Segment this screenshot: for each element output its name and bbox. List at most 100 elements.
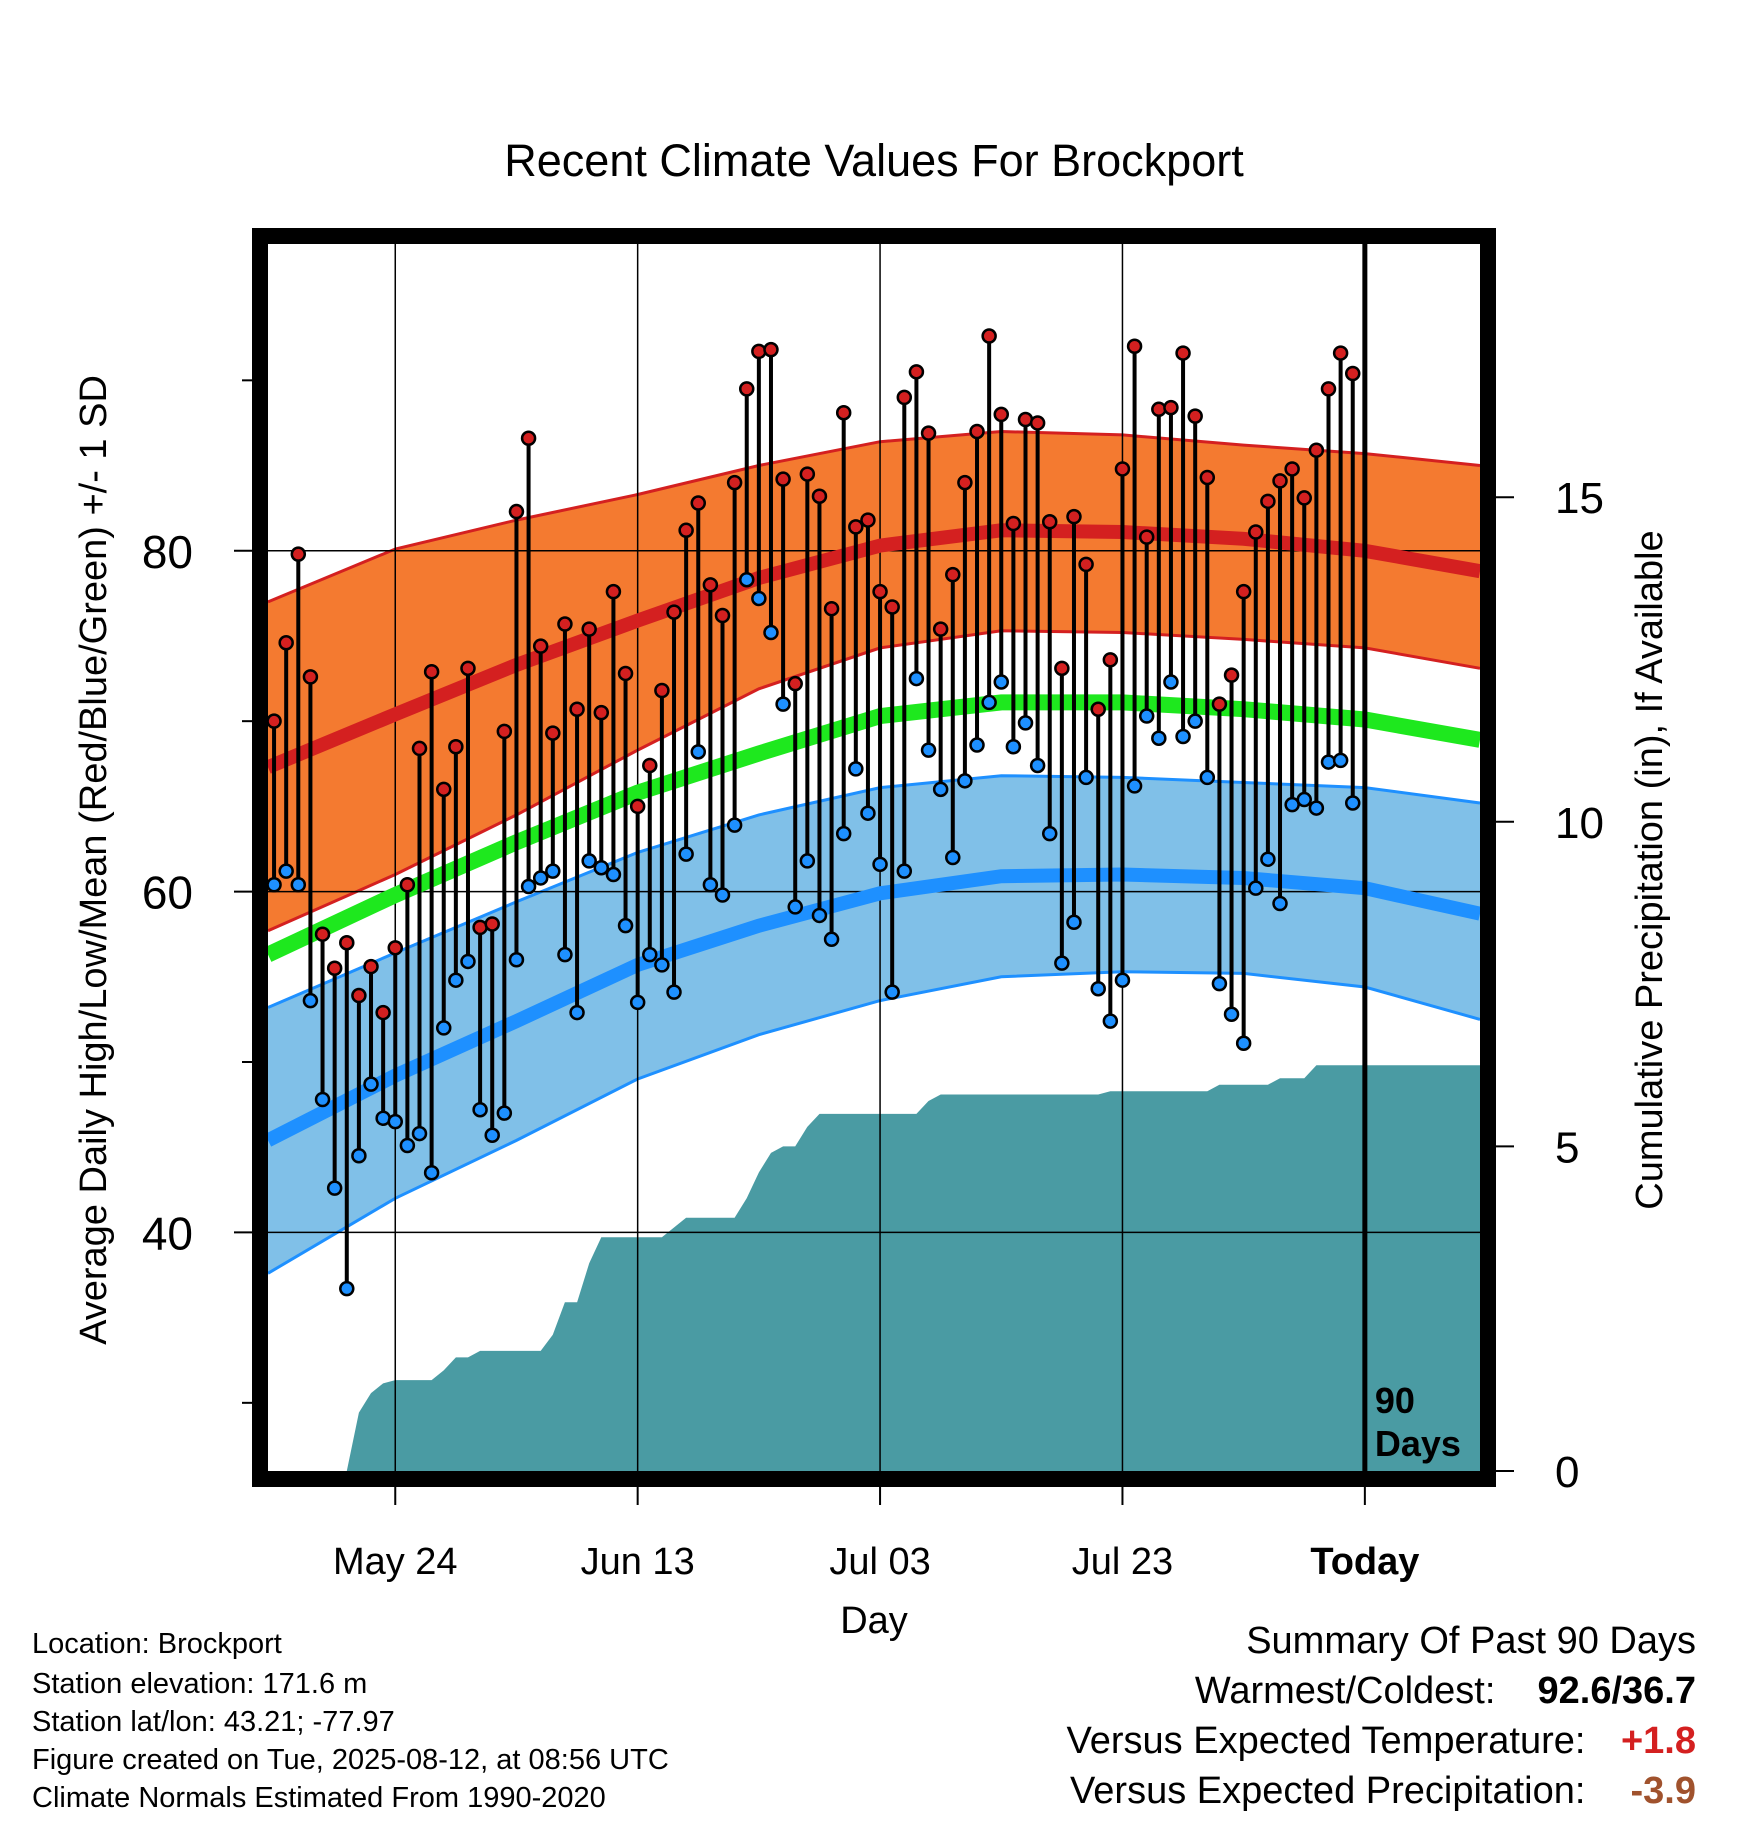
daily-high-point — [702, 577, 719, 593]
daily-high-point — [738, 381, 755, 397]
warm-cold-label: Warmest/Coldest: — [1194, 1670, 1496, 1712]
daily-high-point — [666, 604, 682, 620]
daily-high-point — [1284, 461, 1300, 477]
daily-low-point — [1211, 975, 1228, 992]
daily-low-point — [1248, 880, 1264, 896]
y-tick-label: 40 — [142, 1207, 193, 1259]
high-sd-band — [268, 431, 1480, 931]
daily-high-point — [726, 474, 743, 491]
daily-high-point — [435, 781, 452, 798]
daily-low-point — [1041, 825, 1058, 842]
daily-high-point — [593, 704, 610, 721]
daily-high-point — [654, 682, 670, 699]
daily-low-point — [1187, 713, 1203, 729]
daily-low-point — [363, 1076, 379, 1092]
info-normals: Climate Normals Estimated From 1990-2020 — [32, 1782, 606, 1814]
info-created: Figure created on Tue, 2025-08-12, at 08… — [32, 1744, 669, 1776]
y2-tick-label: 5 — [1555, 1123, 1579, 1172]
daily-high-point — [908, 364, 925, 380]
x-tick-label: Today — [1310, 1541, 1419, 1583]
daily-high-point — [1175, 345, 1191, 361]
daily-low-point — [1090, 980, 1106, 997]
daily-high-point — [1066, 508, 1082, 525]
daily-low-point — [1235, 1035, 1252, 1052]
daily-low-point — [460, 953, 476, 970]
x-tick-label: May 24 — [333, 1541, 458, 1583]
daily-low-point — [981, 694, 997, 711]
daily-high-point — [617, 665, 634, 682]
daily-high-point — [508, 503, 525, 520]
daily-low-point — [932, 781, 949, 798]
daily-low-point — [1005, 738, 1022, 755]
daily-low-point — [266, 877, 282, 893]
daily-low-point — [860, 805, 876, 821]
daily-high-point — [520, 430, 537, 447]
summary-warm-cold: Warmest/Coldest: 92.6/36.7 — [1195, 1670, 1696, 1713]
info-latlon: Station lat/lon: 43.21; -77.97 — [32, 1706, 395, 1738]
daily-high-point — [969, 423, 985, 440]
daily-low-point — [302, 992, 319, 1009]
daily-high-point — [1126, 338, 1143, 354]
daily-low-point — [411, 1125, 428, 1142]
daily-high-point — [932, 621, 949, 637]
daily-low-point — [666, 984, 682, 1000]
y2-tick-label: 15 — [1555, 474, 1604, 523]
daily-low-point — [1308, 800, 1325, 816]
daily-high-point — [787, 675, 803, 692]
x-tick-label: Jul 23 — [1072, 1541, 1173, 1583]
daily-high-point — [799, 466, 816, 482]
daily-low-point — [993, 674, 1010, 690]
daily-low-point — [1260, 851, 1276, 867]
warm-cold-value: 92.6/36.7 — [1537, 1670, 1696, 1712]
daily-high-point — [460, 660, 476, 677]
daily-high-point — [678, 522, 694, 539]
daily-high-point — [1332, 345, 1349, 361]
daily-low-point — [775, 696, 791, 712]
daily-low-point — [1126, 778, 1143, 794]
y-axis-label: Average Daily High/Low/Mean (Red/Blue/Gr… — [73, 375, 115, 1345]
daily-low-point — [763, 624, 779, 641]
daily-low-point — [1114, 972, 1131, 988]
daily-low-point — [799, 853, 816, 869]
daily-high-point — [1320, 381, 1337, 397]
summary-temp: Versus Expected Temperature: +1.8 — [1067, 1720, 1696, 1763]
daily-high-point — [387, 940, 404, 956]
daily-high-point — [1029, 415, 1046, 431]
daily-high-point — [763, 341, 779, 358]
x-tick-label: Jul 03 — [829, 1541, 930, 1583]
daily-high-point — [1296, 490, 1313, 506]
daily-low-point — [1163, 674, 1179, 690]
daily-high-point — [896, 389, 913, 406]
daily-high-point — [339, 934, 355, 951]
daily-high-point — [1005, 515, 1022, 532]
daily-high-point — [981, 328, 997, 344]
temp-diff-label: Versus Expected Temperature: — [1066, 1720, 1586, 1762]
daily-high-point — [920, 425, 937, 441]
daily-low-point — [945, 849, 961, 866]
daily-high-point — [545, 725, 561, 741]
daily-high-point — [423, 663, 440, 680]
daily-low-point — [787, 899, 803, 915]
daily-low-point — [1296, 791, 1313, 808]
daily-low-point — [484, 1127, 500, 1144]
today-days-label-2: Days — [1375, 1423, 1461, 1464]
daily-high-point — [1272, 473, 1288, 489]
daily-high-point — [532, 638, 549, 654]
daily-high-point — [945, 566, 961, 583]
daily-high-point — [484, 916, 500, 932]
daily-low-point — [569, 1004, 585, 1021]
daily-low-point — [1066, 914, 1082, 931]
daily-high-point — [278, 635, 294, 651]
daily-low-point — [387, 1113, 404, 1130]
daily-high-point — [629, 798, 646, 815]
daily-high-point — [872, 583, 888, 600]
daily-low-point — [508, 952, 525, 968]
daily-high-point — [1138, 529, 1155, 545]
daily-low-point — [823, 931, 840, 948]
daily-low-point — [1332, 752, 1349, 769]
daily-low-point — [702, 877, 719, 893]
daily-low-point — [1138, 708, 1155, 724]
daily-low-point — [690, 744, 707, 760]
low-sd-band — [268, 775, 1480, 1274]
